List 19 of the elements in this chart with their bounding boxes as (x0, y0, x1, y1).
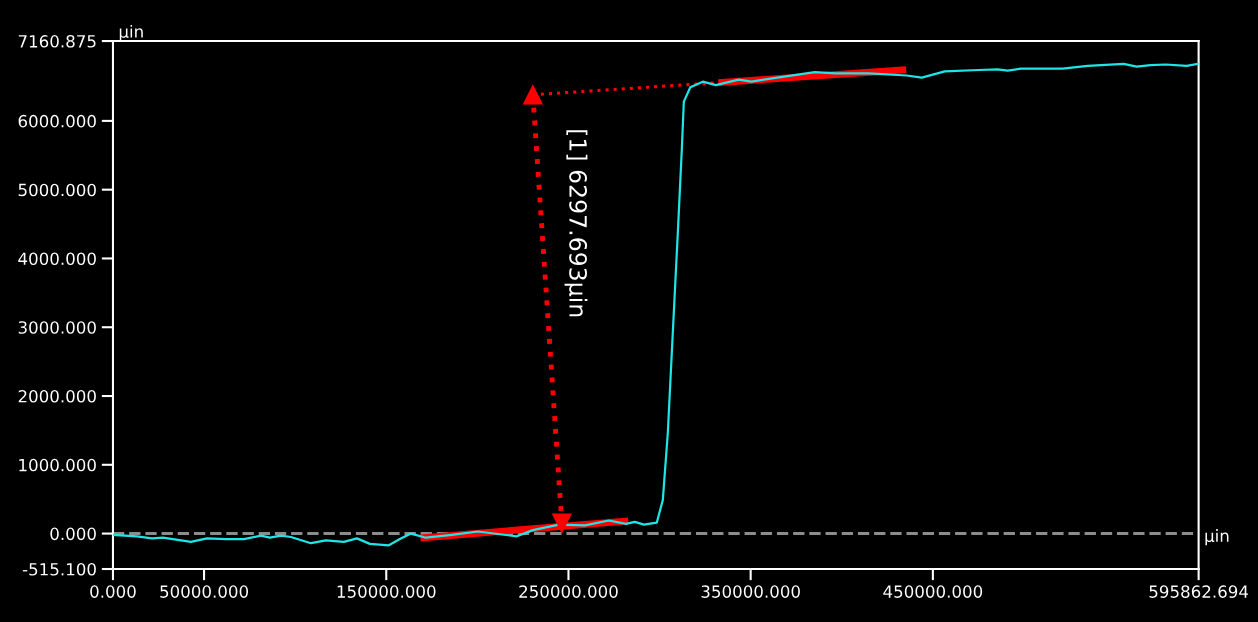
x-tick-label: 0.000 (90, 585, 136, 598)
x-tick-label: 250000.000 (519, 585, 618, 598)
x-axis-title: µin (1205, 529, 1229, 546)
y-tick-label: 7160.875 (18, 35, 96, 48)
y-tick-label: 1000.000 (19, 458, 96, 472)
y-tick-label: 4000.000 (18, 252, 96, 266)
y-tick-label: 0.000 (50, 527, 96, 541)
x-tick-label: 150000.000 (337, 585, 436, 598)
y-axis-title: µin (119, 24, 143, 42)
x-tick-label: 450000.000 (883, 585, 983, 598)
annotation: [1] 6297.693µin (564, 130, 588, 317)
y-tick-label: 3000.000 (18, 321, 96, 334)
y-tick-label: 2000.000 (18, 389, 96, 403)
y-tick-label: -515.100 (22, 562, 96, 576)
y-tick-label: 6000.000 (18, 114, 96, 128)
y-tick-label: 5000.000 (18, 183, 96, 197)
x-tick-label: 350000.000 (701, 585, 800, 598)
x-tick-label: 50000.000 (160, 585, 249, 598)
x-tick-label: 595862.694 (1149, 585, 1249, 598)
